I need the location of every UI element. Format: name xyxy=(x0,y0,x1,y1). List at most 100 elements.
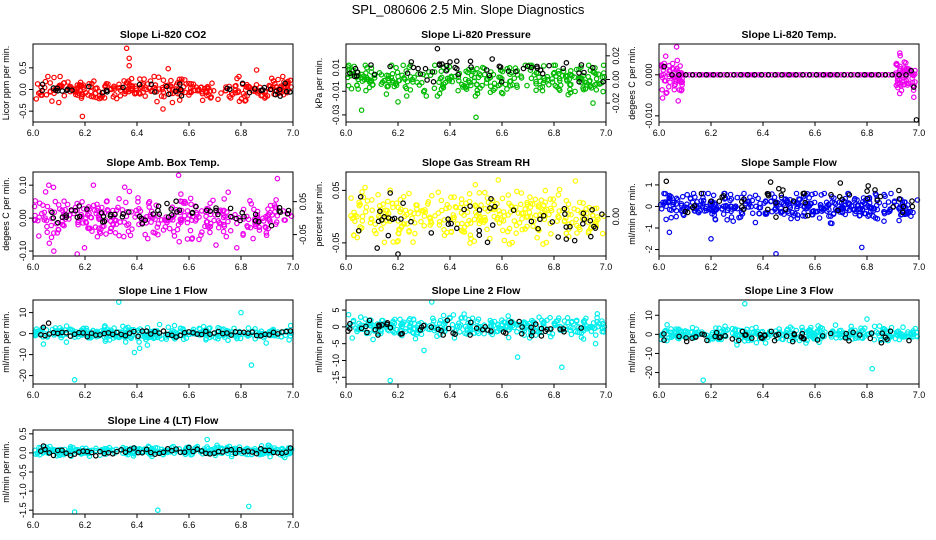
data-point xyxy=(364,198,371,204)
data-point xyxy=(417,71,424,77)
x-tick-label: 6.8 xyxy=(235,390,248,400)
data-point xyxy=(35,233,42,239)
y-tick-label: 0.0 xyxy=(18,447,28,460)
data-point xyxy=(136,345,143,352)
data-point xyxy=(224,330,230,336)
data-point xyxy=(285,207,292,214)
data-point xyxy=(673,44,680,50)
x-tick-label: 6.4 xyxy=(757,262,770,272)
data-point xyxy=(751,72,758,78)
data-point xyxy=(659,95,666,101)
data-point xyxy=(247,198,253,204)
data-point xyxy=(865,183,872,189)
data-point xyxy=(798,334,805,340)
data-point xyxy=(850,329,856,336)
data-point xyxy=(779,336,785,343)
data-point xyxy=(533,212,539,219)
data-point xyxy=(674,196,681,203)
data-point xyxy=(410,316,417,323)
data-point xyxy=(51,74,57,81)
data-point xyxy=(354,82,360,89)
data-point xyxy=(812,190,819,197)
data-point xyxy=(671,205,677,212)
data-point xyxy=(741,190,747,197)
data-point xyxy=(203,328,209,335)
data-point xyxy=(589,212,596,219)
x-tick-label: 6.0 xyxy=(653,128,666,138)
data-point xyxy=(125,228,132,235)
data-point xyxy=(199,97,206,104)
x-tick-label: 6.6 xyxy=(496,128,509,138)
data-point xyxy=(491,80,498,87)
data-point xyxy=(399,72,405,79)
data-point xyxy=(400,193,407,200)
data-point xyxy=(204,436,211,443)
data-point xyxy=(888,333,894,340)
data-point xyxy=(362,209,369,215)
data-point xyxy=(900,203,907,210)
data-point xyxy=(519,324,525,330)
data-point xyxy=(578,325,585,331)
data-point xyxy=(868,205,875,212)
data-point xyxy=(165,324,172,331)
data-point xyxy=(103,87,110,94)
data-point xyxy=(803,340,809,346)
data-point xyxy=(842,334,849,341)
data-point xyxy=(368,322,374,329)
data-point xyxy=(415,71,421,77)
data-point xyxy=(753,339,760,346)
data-point xyxy=(524,223,530,230)
data-point xyxy=(708,72,715,78)
data-point xyxy=(781,211,787,218)
data-point xyxy=(505,68,512,75)
data-point xyxy=(83,220,90,226)
data-point xyxy=(483,67,490,73)
data-point xyxy=(881,208,887,215)
data-point xyxy=(686,72,693,78)
data-point xyxy=(387,187,393,194)
data-point xyxy=(720,211,727,217)
data-point xyxy=(203,335,210,342)
data-point xyxy=(146,198,153,205)
x-tick-label: 6.4 xyxy=(131,390,144,400)
x-tick-label: 6.6 xyxy=(183,390,196,400)
series-2 xyxy=(37,443,294,459)
y2-tick-label: -0.05 xyxy=(298,224,308,245)
data-point xyxy=(581,319,588,326)
data-point xyxy=(576,79,582,85)
data-point xyxy=(156,333,163,339)
data-point xyxy=(809,211,816,218)
data-point xyxy=(256,227,263,233)
data-point xyxy=(717,72,724,78)
data-point xyxy=(659,87,666,93)
data-point xyxy=(576,66,582,73)
data-point xyxy=(383,91,390,97)
data-point xyxy=(593,87,600,93)
data-point xyxy=(387,190,394,196)
data-point xyxy=(85,225,91,231)
data-point xyxy=(98,331,104,337)
x-tick-label: 7.0 xyxy=(287,262,300,272)
data-point xyxy=(478,202,484,208)
data-point xyxy=(468,72,475,79)
data-point xyxy=(668,332,675,338)
data-point xyxy=(711,208,718,215)
data-point xyxy=(128,209,135,215)
data-point xyxy=(167,83,173,89)
x-tick-label: 6.2 xyxy=(705,128,718,138)
data-point xyxy=(771,194,778,201)
data-point xyxy=(748,335,755,341)
data-point xyxy=(71,376,78,383)
data-point xyxy=(266,447,273,454)
data-point xyxy=(258,442,265,449)
data-point xyxy=(255,219,262,225)
data-point xyxy=(484,226,490,233)
data-point xyxy=(378,226,385,232)
data-point xyxy=(600,79,606,85)
data-point xyxy=(720,326,727,333)
y-tick-label: -10 xyxy=(331,354,341,367)
data-point xyxy=(678,201,685,207)
data-point xyxy=(558,364,565,371)
data-point xyxy=(139,449,146,456)
data-point xyxy=(113,95,120,102)
